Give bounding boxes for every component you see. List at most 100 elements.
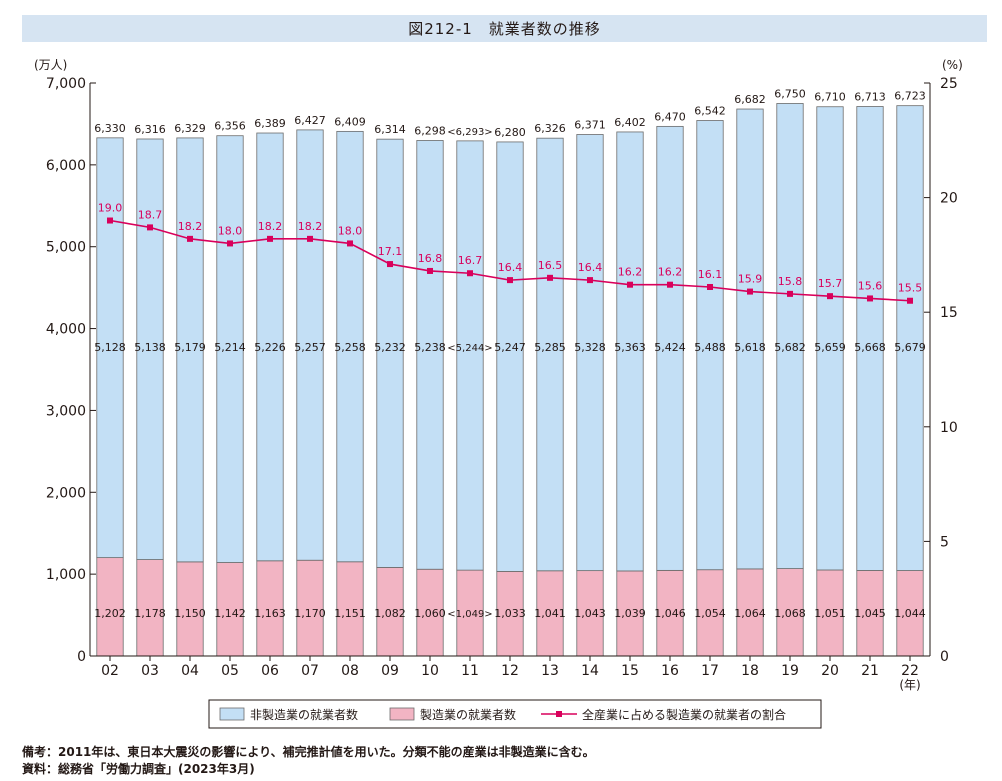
- rate-value-label: 16.2: [658, 266, 683, 279]
- non-manufacturing-value-label: <5,244>: [447, 343, 492, 354]
- bar-non-manufacturing: [496, 141, 524, 572]
- legend-swatch-non-manufacturing: [219, 707, 245, 721]
- bar-manufacturing: [456, 569, 484, 657]
- manufacturing-value-label: 1,150: [174, 607, 206, 620]
- legend-swatch-rate-marker: [556, 711, 562, 717]
- rate-value-label: 18.0: [338, 224, 363, 237]
- total-value-label: 6,723: [894, 90, 926, 103]
- x-axis-tick-label: 06: [261, 663, 279, 679]
- right-axis-tick-label: 15: [940, 305, 958, 321]
- right-axis-tick-label: 0: [940, 649, 949, 665]
- rate-marker: [467, 270, 473, 277]
- rate-marker: [427, 267, 433, 274]
- bar-non-manufacturing: [536, 137, 564, 572]
- manufacturing-value-label: 1,046: [654, 607, 686, 620]
- total-value-label: 6,389: [254, 117, 286, 130]
- rate-value-label: 16.1: [698, 268, 723, 281]
- rate-value-label: 18.0: [218, 224, 243, 237]
- bar-manufacturing: [616, 570, 644, 657]
- rate-value-label: 18.2: [178, 220, 203, 233]
- total-value-label: <6,293>: [447, 127, 492, 138]
- total-value-label: 6,542: [694, 104, 726, 117]
- total-value-label: 6,329: [174, 122, 206, 135]
- legend-swatch-manufacturing: [389, 707, 415, 721]
- bar-manufacturing: [536, 570, 564, 657]
- bar-non-manufacturing: [576, 134, 604, 572]
- total-value-label: 6,356: [214, 120, 246, 133]
- bar-non-manufacturing: [96, 137, 124, 559]
- non-manufacturing-value-label: 5,328: [574, 341, 606, 354]
- bar-non-manufacturing: [296, 129, 324, 561]
- manufacturing-value-label: 1,043: [574, 607, 606, 620]
- rate-value-label: 16.5: [538, 259, 563, 272]
- non-manufacturing-value-label: 5,214: [214, 341, 246, 354]
- bar-non-manufacturing: [256, 132, 284, 562]
- manufacturing-value-label: 1,045: [854, 607, 886, 620]
- left-axis-tick-label: 2,000: [46, 485, 86, 501]
- bar-non-manufacturing: [656, 125, 684, 571]
- x-axis-tick-label: 11: [461, 663, 479, 679]
- footnote-source: 資料：総務省「労働力調査」(2023年3月): [22, 762, 255, 776]
- bar-non-manufacturing: [856, 106, 884, 571]
- right-axis-unit-label: (%): [942, 58, 963, 72]
- bar-non-manufacturing: [816, 106, 844, 571]
- total-value-label: 6,402: [614, 116, 646, 129]
- left-axis-tick-label: 3,000: [46, 403, 86, 419]
- x-axis-tick-label: 04: [181, 663, 199, 679]
- total-value-label: 6,409: [334, 115, 366, 128]
- x-axis-tick-label: 09: [381, 663, 399, 679]
- rate-marker: [667, 281, 673, 288]
- rate-value-label: 16.4: [578, 261, 603, 274]
- rate-value-label: 16.2: [618, 266, 643, 279]
- rate-marker: [587, 277, 593, 284]
- manufacturing-value-label: 1,082: [374, 607, 406, 620]
- bar-non-manufacturing: [696, 120, 724, 571]
- total-value-label: 6,750: [774, 87, 806, 100]
- manufacturing-value-label: 1,044: [894, 607, 926, 620]
- x-axis-tick-label: 05: [221, 663, 239, 679]
- bar-manufacturing: [496, 571, 524, 657]
- legend-box: [208, 699, 822, 729]
- left-axis-tick-label: 6,000: [46, 158, 86, 174]
- bar-manufacturing: [296, 559, 324, 657]
- bar-non-manufacturing: [176, 137, 204, 563]
- non-manufacturing-value-label: 5,238: [414, 341, 446, 354]
- bar-manufacturing: [776, 568, 804, 657]
- x-axis-tick-label: 18: [741, 663, 759, 679]
- left-axis-tick-label: 5,000: [46, 240, 86, 256]
- bar-non-manufacturing: [896, 105, 924, 571]
- rate-marker: [227, 240, 233, 247]
- bar-non-manufacturing: [216, 135, 244, 563]
- left-axis-tick-label: 0: [77, 649, 86, 665]
- total-value-label: 6,330: [94, 122, 126, 135]
- x-axis-tick-label: 19: [781, 663, 799, 679]
- total-value-label: 6,298: [414, 124, 446, 137]
- bar-manufacturing: [576, 570, 604, 657]
- x-axis-tick-label: 03: [141, 663, 159, 679]
- right-axis-tick-label: 5: [940, 534, 949, 550]
- rate-value-label: 15.7: [818, 277, 843, 290]
- non-manufacturing-value-label: 5,668: [854, 341, 886, 354]
- chart-title-bar: 図212-1 就業者数の推移: [22, 15, 987, 42]
- manufacturing-value-label: <1,049>: [447, 609, 492, 620]
- x-axis-tick-label: 07: [301, 663, 319, 679]
- non-manufacturing-value-label: 5,659: [814, 341, 846, 354]
- rate-marker: [387, 261, 393, 268]
- manufacturing-value-label: 1,060: [414, 607, 446, 620]
- right-axis-tick-label: 25: [940, 76, 958, 92]
- rate-value-label: 15.8: [778, 275, 803, 288]
- manufacturing-value-label: 1,068: [774, 607, 806, 620]
- x-axis-tick-label: 21: [861, 663, 879, 679]
- chart-title: 図212-1 就業者数の推移: [408, 20, 601, 38]
- bar-non-manufacturing: [776, 103, 804, 569]
- bar-non-manufacturing: [376, 138, 404, 568]
- rate-value-label: 19.0: [98, 202, 123, 215]
- x-axis-tick-label: 17: [701, 663, 719, 679]
- manufacturing-value-label: 1,178: [134, 607, 166, 620]
- manufacturing-value-label: 1,051: [814, 607, 846, 620]
- total-value-label: 6,371: [574, 118, 606, 131]
- x-axis-tick-label: 13: [541, 663, 559, 679]
- x-axis-tick-label: 08: [341, 663, 359, 679]
- footnote-remarks: 備考：2011年は、東日本大震災の影響により、補完推計値を用いた。分類不能の産業…: [22, 745, 595, 759]
- non-manufacturing-value-label: 5,232: [374, 341, 406, 354]
